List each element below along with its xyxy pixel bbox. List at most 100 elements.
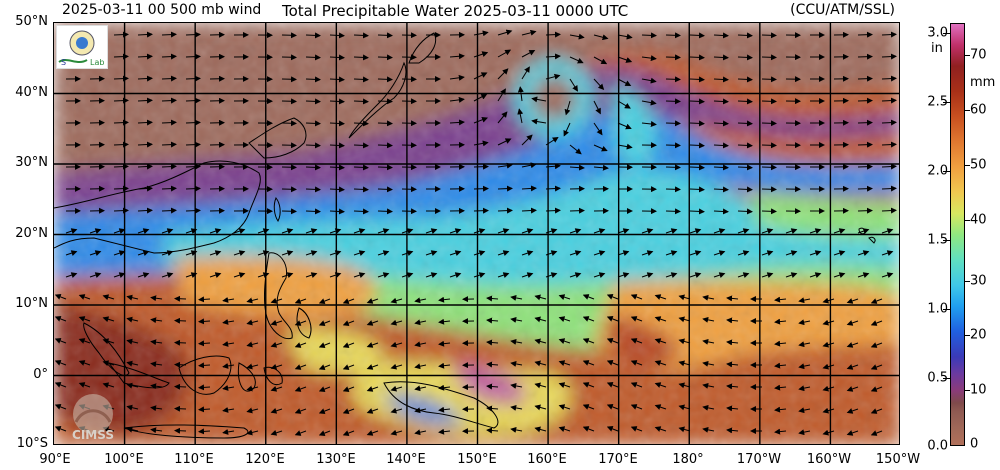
wind-arrow [318,408,331,414]
wind-arrow [846,298,859,304]
colorbar-unit-inches: in [931,41,943,56]
wind-arrow [305,164,321,171]
wind-arrow [425,228,438,234]
wind-arrow [713,142,729,149]
wind-arrow [881,119,897,126]
wind-arrow [329,228,342,234]
wind-arrow [257,272,270,278]
lab-logo-text: Lab [90,58,104,67]
wind-arrow [342,430,355,436]
wind-arrow [521,185,537,192]
wind-arrow [689,98,705,105]
wind-arrow [414,319,427,326]
lat-label-30n: 30°N [15,155,48,170]
wind-arrow [665,272,678,278]
wind-arrow [246,429,259,436]
wind-arrow [665,228,678,234]
wind-arrow [161,53,177,60]
wind-arrow [569,228,582,234]
wind-arrow [582,294,595,300]
wind-arrow [569,207,585,214]
wind-arrow [126,294,139,301]
wind-arrow [606,338,619,344]
wind-arrow [366,298,379,304]
wind-arrow [545,163,561,170]
cb-tick-in-2-0: 2.0 [927,163,948,179]
wind-arrow [737,98,753,105]
wind-arrow [150,361,163,368]
wind-arrow [617,272,630,278]
wind-arrow [161,163,177,170]
wind-arrow [78,382,91,388]
wind-arrow [606,404,619,410]
tpw-map[interactable] [53,22,900,445]
wind-arrow [305,186,321,193]
wind-arrow [102,360,115,367]
wind-arrow [390,385,403,392]
wind-arrow [486,317,499,324]
wind-arrow [449,228,462,234]
wind-arrow [870,342,883,348]
wind-arrow [497,138,512,146]
wind-arrow [113,53,129,60]
wind-arrow [473,272,486,278]
wind-arrow [534,360,547,367]
wind-arrow [641,228,654,234]
wind-arrow [545,250,558,256]
wind-arrow [126,382,139,389]
wind-arrow [881,207,897,214]
wind-arrow [558,294,571,300]
wind-arrow [329,208,345,215]
wind-arrow [785,228,798,234]
wind-arrow [737,76,753,83]
wind-arrow [822,407,835,414]
wind-arrow [113,97,129,104]
wind-arrow [390,429,403,436]
wind-arrow [726,317,739,324]
wind-arrow [209,228,222,234]
wind-arrow [270,297,283,304]
svg-text:S: S [61,58,66,67]
wind-arrow [582,404,595,410]
wind-arrow [654,382,667,388]
wind-arrow [678,294,691,301]
wind-arrow [305,120,321,127]
wind-arrow [353,76,369,83]
wind-arrow [486,339,499,346]
wind-arrow [521,272,534,278]
wind-arrow [377,32,393,39]
wind-arrow [654,294,667,300]
wind-arrow [137,163,153,170]
wind-arrow [846,320,859,326]
wind-arrow [318,320,331,326]
wind-arrow [630,426,643,432]
wind-arrow [89,272,102,278]
wind-arrow [281,228,294,234]
wind-arrow [305,54,321,61]
wind-arrow [294,320,307,326]
wind-arrow [713,208,729,215]
wind-arrow [54,360,67,366]
wind-arrow [497,272,510,278]
wind-arrow [726,427,739,434]
wind-arrow [113,75,129,82]
wind-arrow [353,208,369,215]
wind-arrow [593,78,605,91]
wind-arrow [449,96,465,103]
wind-arrow [617,78,632,87]
wind-arrow [822,385,835,392]
wind-arrow [377,208,393,215]
wind-arrow [137,272,150,278]
wind-arrow [857,31,873,38]
wind-arrow [209,272,222,278]
wind-arrow [774,318,787,325]
cb-tick-in-1-0: 1.0 [927,301,948,317]
wind-arrow [713,120,729,127]
wind-arrow [857,97,873,104]
wind-arrow [857,141,873,148]
wind-arrow [486,383,499,390]
wind-arrow [534,316,547,323]
wind-arrow [366,342,379,348]
wind-arrow [294,298,307,304]
wind-arrow [545,228,558,234]
